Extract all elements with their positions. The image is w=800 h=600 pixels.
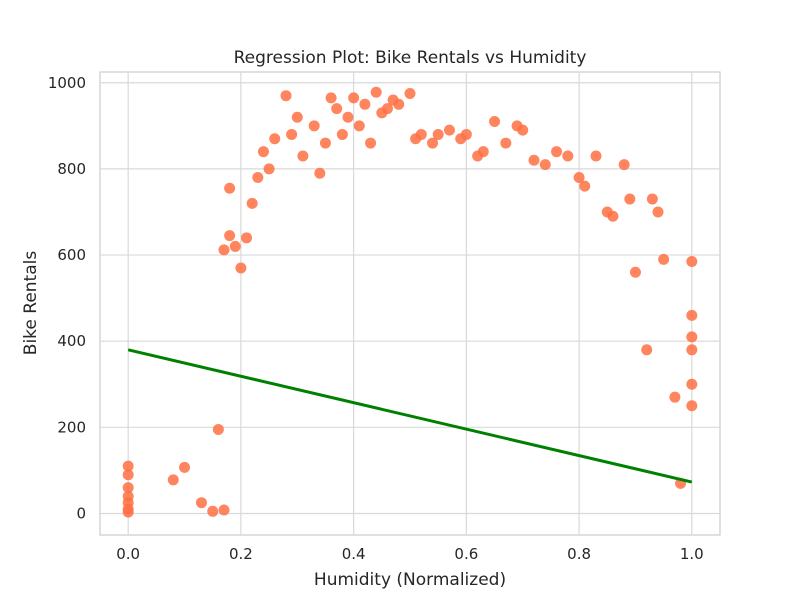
data-point [381,103,393,115]
data-point [122,469,134,481]
data-point [252,172,264,184]
data-point [562,150,574,162]
data-point [325,92,337,104]
data-point [122,506,134,518]
y-tick-label: 0 [76,504,86,522]
data-point [686,331,698,343]
data-point [624,193,636,205]
data-point [319,137,331,149]
data-point [207,505,219,517]
data-point [404,88,416,100]
data-point [686,256,698,268]
data-point [218,244,230,256]
data-point [618,159,630,171]
data-point [669,391,681,403]
data-point [415,128,427,140]
data-point [331,103,343,115]
regression-line [127,348,693,484]
plot-background [99,71,721,536]
x-tick-label: 1.0 [680,545,704,563]
data-point [122,482,134,494]
scatter-points [122,86,698,518]
data-point [291,111,303,123]
data-point [579,180,591,192]
data-point [212,423,224,435]
data-point [342,111,354,123]
x-tick-label: 0.6 [454,545,478,563]
data-point [427,137,439,149]
data-point [365,137,377,149]
data-point [359,98,371,110]
x-tick-label: 0.4 [342,545,366,563]
data-point [348,92,360,104]
plot-area [99,71,721,536]
data-point [686,378,698,390]
data-point [573,172,585,184]
data-point [229,240,241,252]
data-point [646,193,658,205]
data-point [353,120,365,132]
x-tick-label: 0.2 [229,545,253,563]
data-point [269,133,281,145]
data-point [308,120,320,132]
data-point [517,124,529,136]
data-point [460,128,472,140]
x-axis-ticks: 0.0 0.2 0.4 0.6 0.8 1.0 [116,545,703,563]
grid-lines [100,72,720,535]
y-axis-ticks: 0 200 400 600 800 1000 [48,74,86,523]
data-point [286,128,298,140]
data-point [224,182,236,194]
data-point [489,116,501,128]
data-point [432,128,444,140]
data-point [528,154,540,166]
data-point [235,262,247,274]
data-point [257,146,269,158]
data-point [195,497,207,509]
y-tick-label: 200 [57,418,86,436]
y-tick-label: 800 [57,160,86,178]
data-point [297,150,309,162]
data-point [218,504,230,516]
data-point [652,206,664,218]
data-point [477,146,489,158]
data-point [607,210,619,222]
data-point [686,344,698,356]
data-point [686,400,698,412]
data-point [280,90,292,102]
data-point [551,146,563,158]
x-tick-label: 0.0 [116,545,140,563]
data-point [629,266,641,278]
data-point [246,197,258,209]
data-point [370,86,382,98]
data-point [179,461,191,473]
chart-title: Regression Plot: Bike Rentals vs Humidit… [234,48,587,68]
y-tick-label: 1000 [48,74,86,92]
y-axis-label: Bike Rentals [21,251,41,356]
data-point [658,253,670,265]
data-point [314,167,326,179]
data-point [122,460,134,472]
data-point [641,344,653,356]
data-point [443,124,455,136]
data-point [167,474,179,486]
data-point [336,128,348,140]
data-point [539,159,551,171]
data-point [500,137,512,149]
data-point [263,163,275,175]
data-point [393,98,405,110]
x-axis-label: Humidity (Normalized) [314,570,506,590]
data-point [241,232,253,244]
regression-line-path [127,348,693,484]
y-tick-label: 400 [57,332,86,350]
data-point [224,230,236,242]
data-point [590,150,602,162]
x-tick-label: 0.8 [567,545,591,563]
y-tick-label: 600 [57,246,86,264]
data-point [686,309,698,321]
